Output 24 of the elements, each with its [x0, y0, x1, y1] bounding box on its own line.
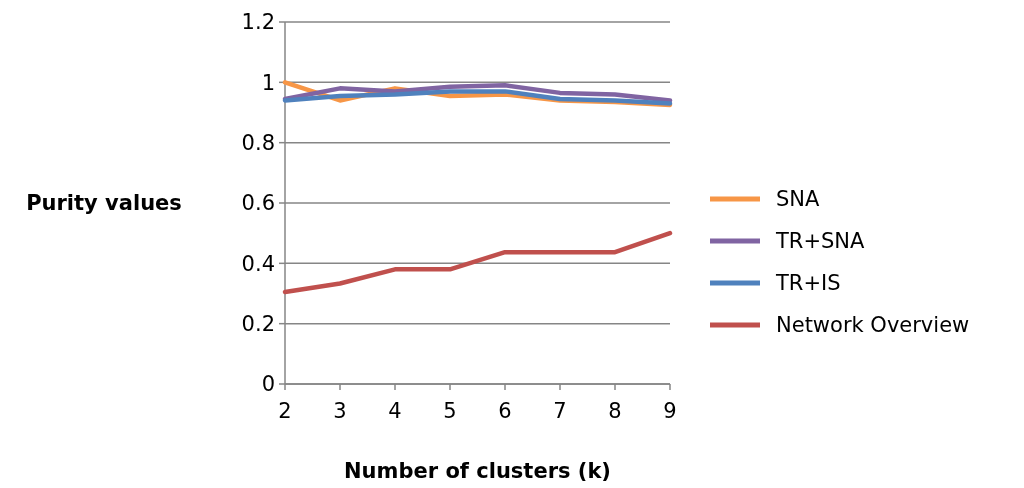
y-tick-label: 0 [261, 372, 275, 397]
x-tick-label: 7 [553, 399, 567, 423]
y-tick-label: 0.2 [241, 312, 275, 337]
legend-label: TR+SNA [775, 229, 866, 254]
line-series [282, 89, 673, 106]
legend-label: TR+IS [775, 271, 841, 296]
x-tick-label: 4 [388, 399, 402, 423]
x-tick-label: 3 [333, 399, 347, 423]
x-axis-title: Number of clusters (k) [344, 459, 611, 483]
legend-label: Network Overview [776, 313, 970, 338]
y-tick-label: 0.4 [241, 251, 275, 276]
x-tick-label: 8 [608, 399, 622, 423]
y-axis-title: Purity values [26, 191, 182, 215]
x-tick-label: 2 [278, 399, 292, 423]
y-tick-label: 0.6 [241, 191, 275, 216]
x-tick-label: 5 [443, 399, 457, 423]
x-tick-label: 9 [663, 399, 677, 423]
line-series [282, 230, 673, 295]
legend-label: SNA [776, 187, 821, 212]
y-tick-label: 1.2 [241, 10, 275, 35]
line-series [282, 83, 673, 103]
x-tick-label: 6 [498, 399, 512, 423]
y-tick-label: 1 [261, 70, 275, 95]
y-tick-label: 0.8 [241, 131, 275, 156]
